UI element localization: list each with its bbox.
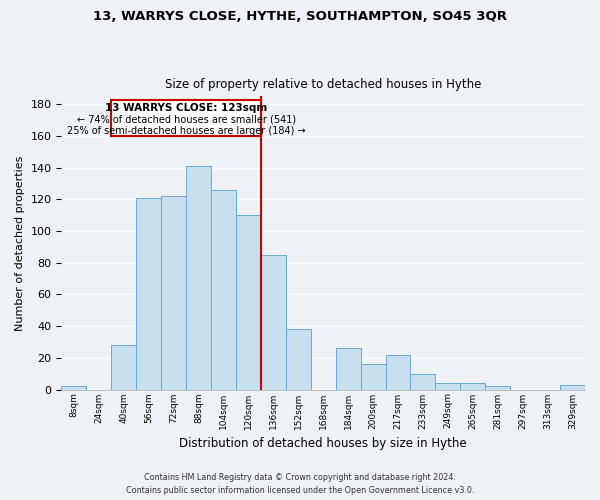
X-axis label: Distribution of detached houses by size in Hythe: Distribution of detached houses by size … xyxy=(179,437,467,450)
Bar xyxy=(286,330,311,390)
Bar xyxy=(161,196,186,390)
Bar xyxy=(386,354,410,390)
Y-axis label: Number of detached properties: Number of detached properties xyxy=(15,155,25,330)
Bar xyxy=(460,383,485,390)
Bar xyxy=(436,383,460,390)
Bar xyxy=(211,190,236,390)
Text: 13, WARRYS CLOSE, HYTHE, SOUTHAMPTON, SO45 3QR: 13, WARRYS CLOSE, HYTHE, SOUTHAMPTON, SO… xyxy=(93,10,507,23)
Bar xyxy=(410,374,436,390)
Bar xyxy=(335,348,361,390)
Bar xyxy=(485,386,510,390)
Bar xyxy=(560,385,585,390)
Text: 13 WARRYS CLOSE: 123sqm: 13 WARRYS CLOSE: 123sqm xyxy=(105,104,267,114)
Bar xyxy=(236,215,261,390)
Text: ← 74% of detached houses are smaller (541): ← 74% of detached houses are smaller (54… xyxy=(77,114,296,124)
Title: Size of property relative to detached houses in Hythe: Size of property relative to detached ho… xyxy=(165,78,481,91)
Bar xyxy=(186,166,211,390)
Bar xyxy=(261,255,286,390)
Bar xyxy=(136,198,161,390)
Text: 25% of semi-detached houses are larger (184) →: 25% of semi-detached houses are larger (… xyxy=(67,126,305,136)
Text: Contains HM Land Registry data © Crown copyright and database right 2024.
Contai: Contains HM Land Registry data © Crown c… xyxy=(126,474,474,495)
FancyBboxPatch shape xyxy=(111,100,261,136)
Bar xyxy=(61,386,86,390)
Bar xyxy=(361,364,386,390)
Bar xyxy=(111,345,136,390)
